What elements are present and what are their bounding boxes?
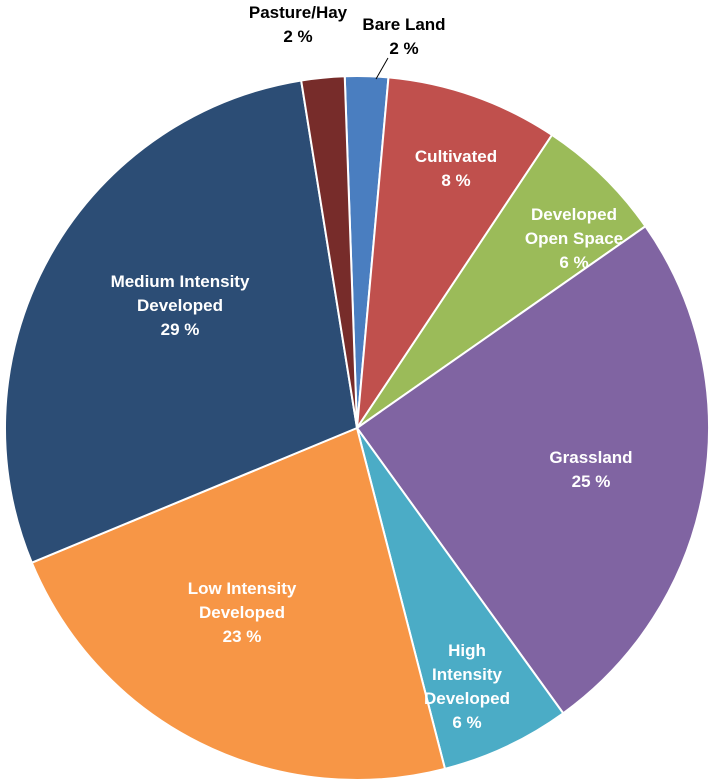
slice-name-label: Grassland (549, 448, 632, 467)
slice-value-label: 29 % (161, 320, 200, 339)
slice-label-medium-intensity-developed: Medium Intensity Developed 29 % (111, 272, 250, 339)
slice-name-label: Developed (199, 603, 285, 622)
slice-label-bare-land: Bare Land 2 % (362, 15, 445, 58)
slice-name-label: Bare Land (362, 15, 445, 34)
slice-name-label: Pasture/Hay (249, 3, 348, 22)
slice-label-low-intensity-developed: Low Intensity Developed 23 % (188, 579, 297, 646)
slice-value-label: 6 % (452, 713, 481, 732)
slice-value-label: 2 % (389, 39, 418, 58)
pie-slice-cultivated (356, 76, 554, 429)
slice-name-label: Open Space (525, 229, 623, 248)
slice-value-label: 8 % (441, 171, 470, 190)
pie-slice-high-intensity-developed (356, 427, 565, 771)
pie-slice-pasture-hay (300, 75, 358, 429)
slice-name-label: Intensity (432, 665, 502, 684)
slice-value-label: 23 % (223, 627, 262, 646)
slice-value-label: 2 % (283, 27, 312, 46)
pie-slice-grassland (355, 224, 710, 715)
pie-slice-developed-open-space (356, 133, 647, 429)
slice-label-grassland: Grassland 25 % (549, 448, 632, 491)
pie-slice-medium-intensity-developed (3, 79, 359, 564)
slice-name-label: Developed (424, 689, 510, 708)
slice-name-label: Low Intensity (188, 579, 297, 598)
slice-label-cultivated: Cultivated 8 % (415, 147, 497, 190)
leader-line-bare-land (375, 57, 389, 80)
slice-labels: Bare Land 2 % Cultivated 8 % Developed Open S… (111, 3, 633, 732)
slice-name-label: High (448, 641, 486, 660)
slice-name-label: Cultivated (415, 147, 497, 166)
slice-label-developed-open-space: Developed Open Space 6 % (525, 205, 623, 272)
slice-label-pasture-hay: Pasture/Hay 2 % (249, 3, 348, 46)
slice-value-label: 25 % (572, 472, 611, 491)
leader-lines (375, 57, 389, 80)
slice-name-label: Developed (137, 296, 223, 315)
pie-slices (3, 74, 710, 781)
slice-name-label: Developed (531, 205, 617, 224)
pie-slice-low-intensity-developed (30, 426, 447, 781)
slice-label-high-intensity-developed: High Intensity Developed 6 % (424, 641, 510, 732)
slice-name-label: Medium Intensity (111, 272, 250, 291)
slice-value-label: 6 % (559, 253, 588, 272)
